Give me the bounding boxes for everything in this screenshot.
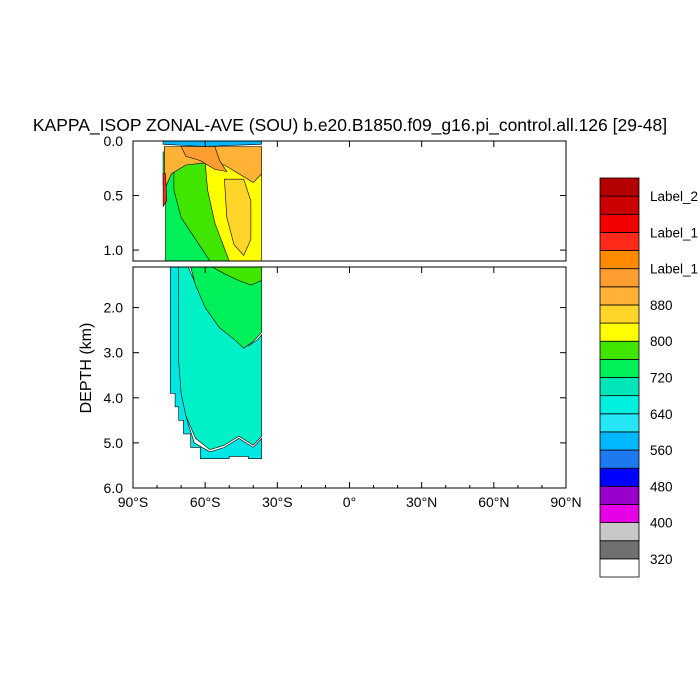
colorbar-label: Label_1 bbox=[650, 262, 698, 277]
axes: 90°S 60°S 30°S 0° 30°N 60°N 90°N 0.0 0.5 1.0 2.0 3.… bbox=[104, 133, 582, 510]
lower-y-tick-label: 6.0 bbox=[104, 480, 124, 496]
colorbar-swatch bbox=[599, 177, 640, 197]
colorbar-swatch bbox=[599, 250, 640, 270]
colorbar-swatch bbox=[599, 340, 640, 360]
contour-region-800-3 bbox=[211, 267, 263, 286]
colorbar-swatch bbox=[599, 522, 640, 542]
colorbar-swatch bbox=[599, 377, 640, 397]
upper-panel-contours bbox=[162, 141, 263, 261]
colorbar-label: Label_1 bbox=[650, 225, 698, 240]
colorbar-swatch bbox=[599, 268, 640, 288]
upper-y-tick-label: 0.0 bbox=[104, 133, 124, 149]
colorbar: 320 400 480 560 640 720 800 880 Label_1 Label_1 La… bbox=[599, 177, 698, 578]
lower-y-tick-label: 2.0 bbox=[104, 300, 124, 316]
colorbar-swatch bbox=[599, 213, 640, 233]
lower-y-tick-label: 4.0 bbox=[104, 390, 124, 406]
colorbar-swatch bbox=[599, 195, 640, 215]
colorbar-label: 400 bbox=[650, 516, 673, 531]
x-tick-label: 60°N bbox=[478, 494, 509, 510]
colorbar-label: 480 bbox=[650, 479, 673, 494]
colorbar-swatch bbox=[599, 431, 640, 451]
x-tick-label: 90°N bbox=[550, 494, 581, 510]
colorbar-label: 320 bbox=[650, 552, 673, 567]
colorbar-swatch bbox=[599, 395, 640, 415]
y-axis-label: DEPTH (km) bbox=[78, 323, 95, 414]
colorbar-swatch bbox=[599, 358, 640, 378]
chart-title: KAPPA_ISOP ZONAL-AVE (SOU) b.e20.B1850.f… bbox=[33, 115, 667, 136]
contour-region-960-9 bbox=[180, 146, 228, 172]
x-tick-label: 30°N bbox=[406, 494, 437, 510]
colorbar-label: 640 bbox=[650, 407, 673, 422]
contour-region-1040-10 bbox=[162, 173, 168, 208]
lower-y-tick-label: 5.0 bbox=[104, 435, 124, 451]
colorbar-swatch bbox=[599, 467, 640, 487]
colorbar-label: 880 bbox=[650, 298, 673, 313]
colorbar-swatch bbox=[599, 304, 640, 324]
colorbar-label: 800 bbox=[650, 334, 673, 349]
x-tick-label: 30°S bbox=[262, 494, 293, 510]
contour-region-660-0 bbox=[165, 267, 263, 460]
colorbar-swatch bbox=[599, 232, 640, 251]
colorbar-swatch bbox=[599, 286, 640, 306]
colorbar-label: Label_2 bbox=[650, 189, 698, 204]
colorbar-label: 720 bbox=[650, 371, 673, 386]
colorbar-swatch bbox=[599, 540, 640, 560]
contour-region-880-7 bbox=[224, 178, 252, 257]
colorbar-swatch bbox=[599, 413, 640, 433]
colorbar-swatch bbox=[599, 449, 640, 469]
colorbar-swatch bbox=[599, 485, 640, 505]
x-tick-label: 60°S bbox=[190, 494, 221, 510]
x-tick-label: 0° bbox=[343, 494, 356, 510]
upper-y-tick-label: 0.5 bbox=[104, 188, 124, 204]
colorbar-label: 560 bbox=[650, 443, 673, 458]
lower-panel-contours bbox=[165, 267, 263, 460]
x-tick-label: 90°S bbox=[118, 494, 149, 510]
upper-y-tick-label: 1.0 bbox=[104, 242, 124, 258]
contour-region-760-2 bbox=[190, 267, 263, 349]
colorbar-swatch bbox=[599, 322, 640, 342]
colorbar-swatch bbox=[599, 558, 640, 578]
contour-region-600-11 bbox=[162, 141, 263, 147]
lower-y-tick-label: 3.0 bbox=[104, 345, 124, 361]
colorbar-swatch bbox=[599, 504, 640, 523]
